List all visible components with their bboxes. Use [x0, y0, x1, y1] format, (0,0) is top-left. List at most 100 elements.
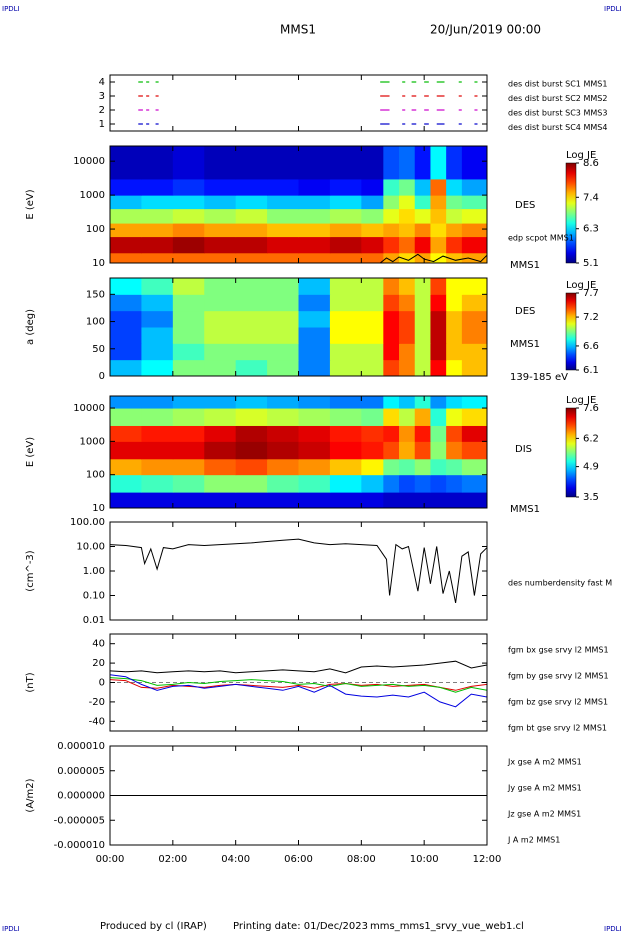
y-tick-label: 0 — [99, 678, 105, 689]
heatmap-cell — [399, 474, 416, 493]
heatmap-cell — [110, 178, 142, 196]
panel — [110, 278, 487, 376]
heatmap-cell — [383, 278, 400, 295]
heatmap-cell — [298, 294, 331, 312]
heatmap-cell — [414, 278, 431, 295]
legend-entry: fgm bt gse srvy l2 MMS1 — [508, 724, 607, 733]
heatmap-cell — [141, 146, 174, 180]
heatmap-cell — [446, 294, 463, 312]
heatmap-cell — [172, 492, 205, 508]
heatmap-cell — [298, 208, 331, 224]
y-axis-label: (cm^-3) — [25, 550, 36, 591]
heatmap-cell — [267, 223, 299, 238]
panel — [110, 396, 487, 508]
heatmap-cell — [329, 294, 362, 312]
heatmap-cell — [329, 278, 362, 295]
heatmap-cell — [383, 396, 400, 409]
heatmap-cell — [298, 252, 331, 263]
heatmap-cell — [267, 208, 299, 224]
heatmap-cell — [329, 396, 362, 409]
x-tick-label: 04:00 — [221, 854, 250, 865]
heatmap-cell — [361, 178, 384, 196]
heatmap-cell — [383, 408, 400, 426]
heatmap-cell — [329, 252, 362, 263]
heatmap-cell — [414, 195, 431, 210]
heatmap-cell — [110, 146, 142, 180]
heatmap-cell — [361, 441, 384, 460]
colorbar-tick-label: 6.3 — [583, 224, 599, 235]
heatmap-cell — [172, 441, 205, 460]
colorbar-tick-label: 6.6 — [583, 341, 599, 352]
heatmap-cell — [110, 278, 142, 295]
heatmap-cell — [235, 441, 268, 460]
heatmap-cell — [172, 294, 205, 312]
heatmap-cell — [446, 146, 463, 180]
heatmap-cell — [298, 474, 331, 493]
heatmap-cell — [172, 146, 205, 180]
heatmap-cell — [204, 236, 237, 254]
heatmap-cell — [414, 359, 431, 376]
heatmap-cell — [235, 492, 268, 508]
heatmap-cell — [172, 408, 205, 426]
heatmap-cell — [446, 458, 463, 476]
heatmap-cell — [461, 178, 487, 196]
heatmap-cell — [399, 294, 416, 312]
heatmap-cell — [298, 343, 331, 361]
heatmap-cell — [414, 146, 431, 180]
heatmap-cell — [383, 252, 400, 263]
heatmap-cell — [172, 310, 205, 328]
heatmap-cell — [329, 408, 362, 426]
heatmap-cell — [430, 236, 447, 254]
heatmap-cell — [399, 310, 416, 328]
heatmap-cell — [141, 359, 174, 376]
colorbar-tick-label: 8.6 — [583, 158, 599, 169]
y-tick-label: 100.00 — [70, 517, 105, 528]
heatmap-cell — [298, 223, 331, 238]
heatmap-cell — [361, 474, 384, 493]
y-tick-label: 50 — [92, 344, 105, 355]
heatmap-cell — [383, 359, 400, 376]
heatmap-cell — [267, 278, 299, 295]
colorbar — [565, 407, 577, 498]
heatmap-cell — [110, 327, 142, 344]
panel-label: 139-185 eV — [510, 372, 568, 383]
heatmap-cell — [267, 195, 299, 210]
heatmap-cell — [430, 178, 447, 196]
legend-entry: edp scpot MMS1 — [508, 234, 574, 243]
heatmap-cell — [204, 252, 237, 263]
heatmap-cell — [414, 236, 431, 254]
heatmap-cell — [361, 425, 384, 442]
heatmap-cell — [267, 492, 299, 508]
y-tick-label: 4 — [99, 77, 105, 88]
heatmap-cell — [204, 223, 237, 238]
y-tick-label: 0.10 — [83, 591, 105, 602]
heatmap-cell — [329, 343, 362, 361]
y-tick-label: 10.00 — [76, 542, 105, 553]
heatmap-cell — [361, 458, 384, 476]
panel-label: DES — [515, 306, 535, 317]
heatmap-cell — [110, 441, 142, 460]
heatmap-cell — [414, 343, 431, 361]
heatmap-cell — [361, 252, 384, 263]
heatmap-cell — [414, 294, 431, 312]
colorbar-tick-label: 3.5 — [583, 492, 599, 503]
y-tick-label: 150 — [86, 289, 105, 300]
heatmap-cell — [298, 492, 331, 508]
heatmap-cell — [141, 236, 174, 254]
heatmap-cell — [110, 236, 142, 254]
y-tick-label: 40 — [92, 639, 105, 650]
heatmap-cell — [361, 223, 384, 238]
data-line — [110, 660, 487, 674]
heatmap-cell — [141, 425, 174, 442]
heatmap-cell — [399, 458, 416, 476]
heatmap-cell — [461, 474, 487, 493]
heatmap-cell — [141, 327, 174, 344]
heatmap-cell — [329, 441, 362, 460]
legend-entry: des dist burst SC2 MMS2 — [508, 94, 607, 103]
data-line — [110, 538, 487, 603]
heatmap-cell — [110, 208, 142, 224]
heatmap-cell — [329, 208, 362, 224]
colorbar-tick-label: 5.1 — [583, 258, 599, 269]
heatmap-cell — [267, 327, 299, 344]
